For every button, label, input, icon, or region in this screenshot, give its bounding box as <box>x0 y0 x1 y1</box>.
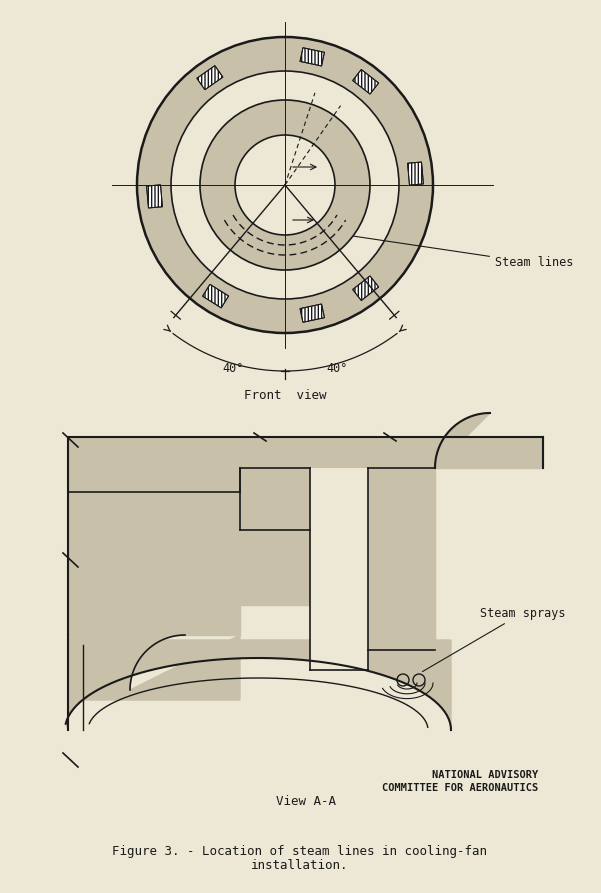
Polygon shape <box>240 437 543 468</box>
Text: COMMITTEE FOR AERONAUTICS: COMMITTEE FOR AERONAUTICS <box>382 783 538 793</box>
Polygon shape <box>435 413 490 468</box>
Bar <box>407 162 424 185</box>
Text: Steam sprays: Steam sprays <box>423 606 566 672</box>
Polygon shape <box>83 678 428 730</box>
Bar <box>197 66 223 89</box>
Text: NATIONAL ADVISORY: NATIONAL ADVISORY <box>432 770 538 780</box>
Text: Figure 3. - Location of steam lines in cooling-fan: Figure 3. - Location of steam lines in c… <box>112 845 487 858</box>
Polygon shape <box>368 468 435 650</box>
Bar <box>197 66 223 89</box>
Text: 40°: 40° <box>326 363 348 375</box>
Bar <box>300 47 325 66</box>
Bar <box>300 47 325 66</box>
Bar <box>310 468 368 670</box>
Polygon shape <box>68 492 240 635</box>
Bar <box>353 276 379 301</box>
Circle shape <box>200 100 370 270</box>
Circle shape <box>235 135 335 235</box>
Bar <box>203 284 228 308</box>
Polygon shape <box>68 635 240 700</box>
Polygon shape <box>68 437 240 492</box>
Text: A: A <box>322 162 329 172</box>
Text: Steam lines: Steam lines <box>336 233 573 270</box>
Text: 40°: 40° <box>222 363 243 375</box>
Circle shape <box>171 71 399 299</box>
Bar <box>353 70 379 94</box>
Bar <box>407 162 424 185</box>
Text: A: A <box>319 215 326 225</box>
Circle shape <box>137 37 433 333</box>
Polygon shape <box>66 640 451 730</box>
Bar <box>147 185 162 208</box>
Text: View A-A: View A-A <box>275 795 335 808</box>
Text: Front  view: Front view <box>244 389 326 402</box>
Bar <box>203 284 228 308</box>
Bar <box>300 304 325 322</box>
Bar <box>300 304 325 322</box>
Polygon shape <box>240 468 310 605</box>
Bar <box>147 185 162 208</box>
Bar <box>353 70 379 94</box>
Bar <box>353 276 379 301</box>
Text: installation.: installation. <box>251 859 349 872</box>
